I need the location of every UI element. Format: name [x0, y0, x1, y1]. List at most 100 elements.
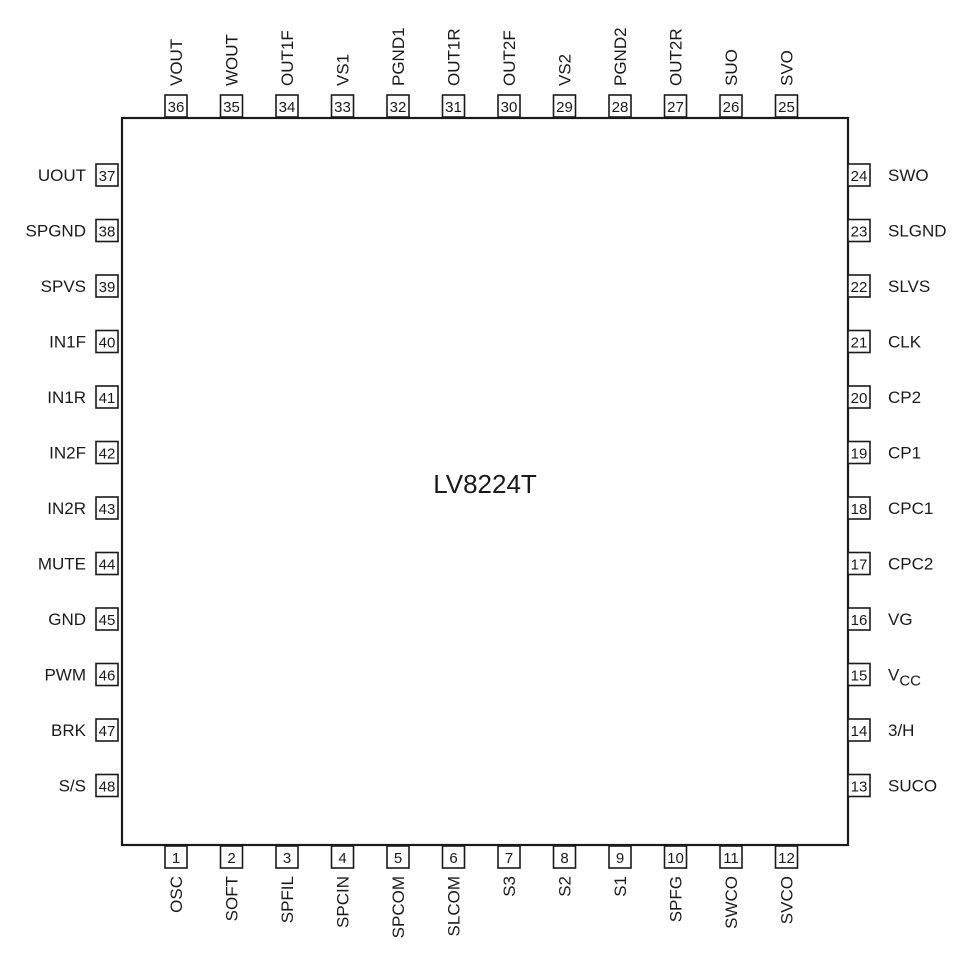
pin-number: 24 [851, 168, 868, 185]
pin-number: 29 [556, 99, 573, 116]
pin-name: UOUT [38, 166, 86, 185]
pin-46-pwm: 46 PWM [44, 662, 119, 687]
pin-number: 13 [851, 779, 868, 796]
pin-number: 8 [560, 850, 568, 867]
pin-7-s3: 7 S3 [497, 845, 521, 897]
pin-number: 44 [99, 557, 116, 574]
pin-box [95, 329, 119, 354]
pin-box [552, 94, 577, 118]
pin-name: CP1 [888, 444, 921, 463]
pin-name: VS1 [334, 54, 353, 86]
pin-name: GND [48, 610, 86, 629]
pin-box [441, 94, 466, 118]
pin-number: 19 [851, 446, 868, 463]
pin-35-wout: 35 WOUT [219, 34, 244, 118]
pin-name: OSC [167, 876, 186, 913]
pin-40-in1f: 40 IN1F [49, 329, 119, 354]
pin-22-slvs: 22 SLVS [847, 274, 930, 298]
pin-name: SWO [888, 166, 929, 185]
pin-34-out1f: 34 OUT1F [275, 30, 299, 118]
pin-number: 26 [723, 99, 740, 116]
pin-box [95, 218, 119, 243]
pin-name: VS2 [556, 54, 575, 86]
pin-box [330, 94, 355, 118]
pin-name: MUTE [38, 555, 86, 574]
pin-24-swo: 24 SWO [847, 163, 929, 187]
pin-number: 41 [99, 390, 116, 407]
pin-box [219, 845, 244, 869]
pin-number: 2 [227, 850, 235, 867]
pin-44-mute: 44 MUTE [38, 551, 119, 576]
pin-number: 5 [394, 850, 402, 867]
pin-name: IN1R [47, 388, 86, 407]
pin-number: 9 [616, 850, 624, 867]
pin-box [330, 845, 355, 869]
pin-number: 34 [279, 99, 296, 116]
pin-number: 23 [851, 224, 868, 241]
pin-name: VCC [888, 666, 921, 690]
pin-box [847, 773, 871, 798]
pin-1-osc: 1 OSC [164, 845, 188, 913]
pin-name: PWM [44, 666, 86, 685]
pin-box [95, 385, 119, 409]
pin-number: 20 [851, 390, 868, 407]
pin-box [95, 607, 119, 631]
pin-number: 4 [338, 850, 346, 867]
pin-box [95, 163, 119, 187]
pin-box [774, 94, 799, 118]
pin-box [719, 94, 743, 118]
pin-name: CP2 [888, 388, 921, 407]
pin-13-suco: 13 SUCO [847, 773, 937, 798]
pin-3-spfil: 3 SPFIL [275, 845, 299, 923]
pin-box [847, 662, 871, 687]
pin-21-clk: 21 CLK [847, 329, 922, 354]
pin-number: 7 [505, 850, 513, 867]
pin-name: SPGND [26, 222, 86, 241]
pin-box [219, 94, 244, 118]
pin-47-brk: 47 BRK [51, 718, 119, 742]
pin-number: 39 [99, 279, 116, 296]
pin-name: SPFIL [278, 876, 297, 923]
pin-28-pgnd2: 28 PGND2 [608, 27, 632, 118]
pin-number: 45 [99, 612, 116, 629]
pin-37-uout: 37 UOUT [38, 163, 119, 187]
pin-19-cp1: 19 CP1 [847, 440, 921, 465]
pin-6-slcom: 6 SLCOM [441, 845, 466, 936]
pin-box [719, 845, 743, 869]
chip-part-number: LV8224T [433, 469, 537, 499]
pin-box [663, 845, 688, 869]
pin-45-gnd: 45 GND [48, 607, 119, 631]
pin-name: SLCOM [445, 876, 464, 936]
pin-33-vs1: 33 VS1 [330, 54, 355, 118]
pin-name: WOUT [223, 34, 242, 86]
pin-name: SLVS [888, 277, 930, 296]
pin-box [386, 845, 410, 869]
pin-number: 28 [612, 99, 629, 116]
pin-12-svco: 12 SVCO [774, 845, 799, 924]
pin-number: 14 [851, 723, 868, 740]
pin-name: PGND2 [611, 27, 630, 86]
pin-number: 46 [99, 668, 116, 685]
pin-box [847, 496, 871, 520]
pin-32-pgnd1: 32 PGND1 [386, 27, 410, 118]
pin-number: 25 [778, 99, 795, 116]
pin-number: 43 [99, 501, 116, 518]
pin-29-vs2: 29 VS2 [552, 54, 577, 118]
pin-name: SVO [778, 50, 797, 86]
pin-number: 10 [667, 850, 684, 867]
pin-11-swco: 11 SWCO [719, 845, 743, 929]
pin-box [608, 94, 632, 118]
pin-8-s2: 8 S2 [552, 845, 577, 897]
pin-name: SUO [722, 49, 741, 86]
pin-15-vcc: 15 VCC [847, 662, 921, 690]
pin-4-spcin: 4 SPCIN [330, 845, 355, 928]
pin-box [847, 385, 871, 409]
pin-number: 12 [778, 850, 795, 867]
pin-box [847, 440, 871, 465]
pin-number: 18 [851, 501, 868, 518]
pin-name: SPCIN [334, 876, 353, 928]
pin-number: 11 [723, 850, 739, 867]
pin-box [847, 163, 871, 187]
pin-name: OUT1F [278, 30, 297, 86]
